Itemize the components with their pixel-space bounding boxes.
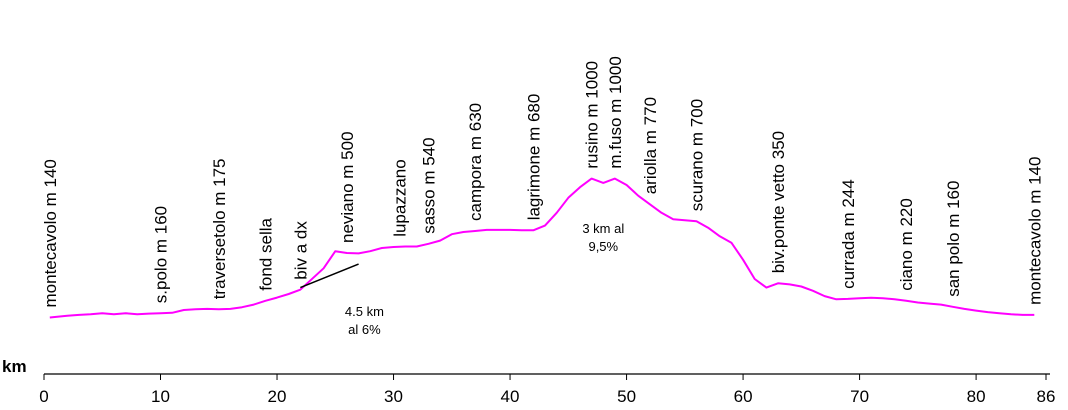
place-label: montecavolo m 140 [41,159,60,307]
place-label: lupazzano [390,159,409,237]
x-tick-label: 50 [617,387,636,406]
gradient-annotations: 4.5 km al 6% 3 km al 9,5% [345,221,624,337]
place-label: s.polo m 160 [152,206,171,303]
x-tick-label: 86 [1037,387,1056,406]
gradient-annotation-line: al 6% [348,322,381,337]
x-tick-label: 60 [734,387,753,406]
x-tick-label: 30 [384,387,403,406]
place-label: sasso m 540 [420,137,439,233]
place-label: scurano m 700 [688,99,707,211]
gradient-annotation-line: 9,5% [588,239,618,254]
place-labels: montecavolo m 140 s.polo m 160 traversetol… [41,56,1045,307]
place-label: campora m 630 [466,103,485,221]
x-axis-title: km [2,357,27,376]
place-label: traversetolo m 175 [210,159,229,300]
x-tick-label: 70 [850,387,869,406]
place-label: biv a dx [291,221,310,280]
gradient-annotation-line: 4.5 km [345,304,384,319]
profile-layer [49,177,1035,319]
elevation-line [49,177,1035,319]
place-label: montecavolo m 140 [1025,157,1044,305]
place-label: ariolla m 770 [641,97,660,194]
place-label: fond sella [256,217,275,290]
x-tick-label: 0 [39,387,48,406]
place-label: rusino m 1000 [583,61,602,169]
place-label: biv.ponte vetto 350 [769,131,788,273]
place-label: san polo m 160 [944,181,963,297]
x-tick-label: 40 [501,387,520,406]
gradient-annotation-line: 3 km al [582,221,624,236]
x-tick-label: 10 [151,387,170,406]
gradient-segment-line [300,263,359,289]
place-label: ciano m 220 [897,198,916,291]
x-axis: km 0 10 20 30 40 50 60 70 80 86 [2,357,1055,406]
place-label: lagrimone m 680 [524,94,543,221]
place-label: m.fuso m 1000 [606,56,625,168]
x-tick-label: 80 [967,387,986,406]
x-tick-label: 20 [268,387,287,406]
place-label: currada m 244 [839,179,858,289]
place-label: neviano m 500 [338,131,357,243]
